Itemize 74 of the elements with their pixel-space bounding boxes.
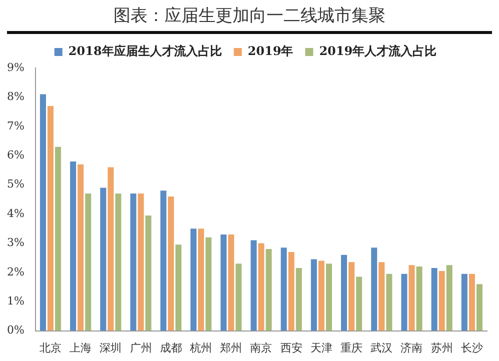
bar [250,240,257,331]
legend-label: 2019年 [248,44,294,58]
bar [378,262,385,331]
x-tick-label: 天津 [310,341,332,354]
x-tick-label: 南京 [250,341,272,354]
x-tick-label: 苏州 [430,341,453,354]
bar [228,234,234,331]
bar [468,274,475,331]
x-tick-label: 西安 [280,341,302,354]
bar [348,262,355,331]
bar [476,284,482,331]
y-tick-label: 7% [7,119,24,132]
legend-label: 2018年应届生人才流入占比 [68,44,222,58]
bar [356,276,362,331]
x-tick-label: 长沙 [460,341,483,354]
bar [130,194,136,331]
bar [371,248,378,331]
bar [47,106,54,331]
x-tick-label: 郑州 [220,341,242,354]
chart-title: 图表：应届生更加向一二线城市集聚 [7,4,492,34]
x-tick-label: 深圳 [100,341,122,354]
x-tick-label: 杭州 [189,341,212,354]
bar [416,266,422,331]
bar [78,164,84,331]
bar [401,274,408,331]
bar [341,254,348,331]
bar [296,268,302,331]
bar [438,270,445,331]
bar [85,194,92,331]
bar [446,265,452,331]
y-tick-label: 3% [7,236,24,250]
bar [100,188,106,331]
bar [70,161,76,331]
y-tick-label: 8% [7,90,24,104]
bar [258,243,264,331]
bar [198,228,204,331]
bar [431,268,438,331]
y-tick-label: 9% [7,60,24,74]
legend-label: 2019年人才流入占比 [319,44,437,58]
x-tick-label: 成都 [160,341,182,354]
x-tick-label: 济南 [400,341,423,354]
y-tick-label: 0% [7,324,24,337]
bar [386,274,392,331]
bar [40,94,46,331]
bar [115,194,122,331]
bar [55,146,62,331]
bar [408,265,415,331]
y-tick-label: 5% [7,178,24,191]
y-tick-label: 2% [7,265,24,278]
y-tick-label: 1% [7,294,24,308]
bar [175,244,182,331]
bar [326,264,332,331]
y-tick-label: 4% [7,206,24,220]
bar [160,190,166,331]
x-tick-label: 武汉 [370,341,393,354]
bar [236,264,242,331]
bar [138,194,144,331]
bar [190,228,197,331]
bar [461,274,468,331]
bar [108,167,114,331]
bar [266,249,272,331]
bar [280,248,287,331]
bar [145,215,152,331]
x-tick-label: 北京 [40,341,62,354]
x-tick-label: 广州 [130,341,152,354]
bar [318,260,324,331]
bar [288,252,294,331]
y-tick-label: 6% [7,148,24,162]
bar [220,234,227,331]
x-tick-label: 重庆 [340,341,363,354]
x-tick-label: 上海 [70,341,92,354]
bar [310,259,317,331]
bar [168,196,174,331]
bar [206,237,212,331]
